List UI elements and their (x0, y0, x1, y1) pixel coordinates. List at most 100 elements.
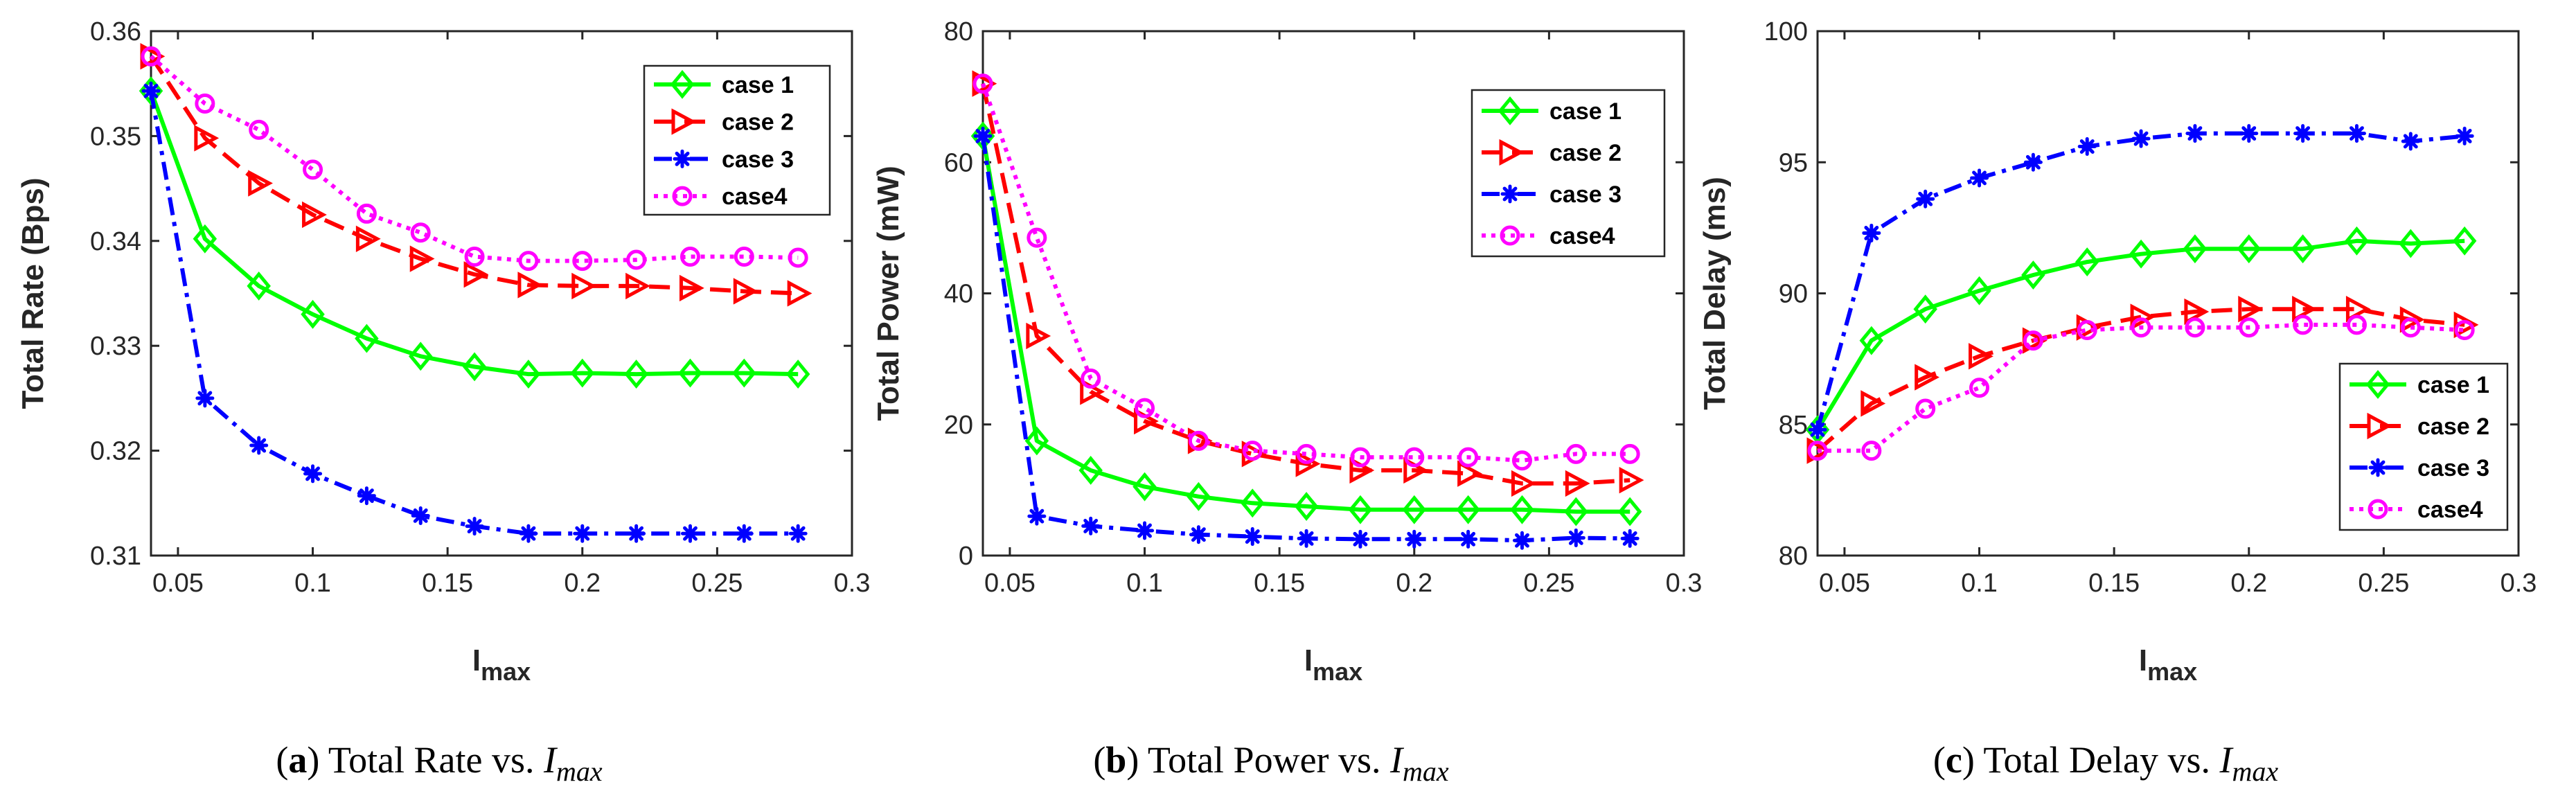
data-point (679, 274, 704, 302)
data-point (2184, 298, 2210, 326)
legend-marker (673, 149, 692, 168)
data-point (1405, 529, 1424, 549)
data-point (1348, 495, 1373, 524)
data-point (1242, 441, 1263, 461)
data-point (733, 278, 758, 305)
data-point (1862, 223, 1881, 242)
series-line (1815, 238, 2465, 431)
data-point (624, 360, 648, 389)
data-point (2293, 314, 2313, 335)
y-tick-label: 0.33 (90, 332, 141, 361)
data-point (2455, 126, 2474, 145)
x-tick-label: 0.15 (422, 569, 473, 598)
legend-label: case 2 (1549, 140, 1622, 166)
legend-label: case4 (722, 184, 788, 210)
legend: case 1 case 2 case 3 case4 (643, 64, 831, 216)
series-case-3 (973, 126, 1640, 550)
data-point (1511, 450, 1532, 471)
series-case-2 (1806, 296, 2479, 464)
data-point (1861, 441, 1882, 461)
y-tick-label: 60 (944, 148, 973, 177)
data-point (517, 272, 543, 299)
data-point (1859, 326, 1884, 355)
y-tick-label: 0.35 (90, 122, 141, 151)
y-tick-label: 80 (1779, 542, 1808, 571)
data-point (2346, 314, 2367, 335)
data-point (1081, 516, 1101, 535)
data-point (787, 280, 812, 307)
chart-panel-2: 0.05 0.1 0.15 0.2 0.25 0.3 0 20 40 60 80 Total Powe… (871, 17, 1702, 787)
legend-marker (670, 69, 695, 99)
y-tick-label: 85 (1779, 411, 1808, 440)
legend-marker (2365, 370, 2390, 399)
legend-marker (1499, 139, 1525, 166)
series-line (1818, 322, 2465, 453)
data-point (1458, 447, 1479, 468)
data-point (1969, 378, 1990, 398)
data-point (1350, 447, 1371, 468)
y-axis-label: Total Power (mW) (871, 166, 905, 420)
x-tick-label: 0.2 (564, 569, 601, 598)
data-point (573, 524, 592, 543)
data-point (2453, 311, 2479, 339)
data-point (1565, 443, 1586, 464)
legend-label: case4 (1549, 223, 1615, 249)
data-point (2452, 226, 2477, 256)
series-case-2 (140, 43, 812, 307)
x-tick-label: 0.15 (1254, 569, 1305, 598)
series-case-3 (1808, 124, 2474, 439)
data-point (1027, 506, 1047, 526)
data-point (516, 360, 541, 389)
series-line (149, 90, 799, 377)
data-point (2239, 317, 2259, 338)
y-tick-label: 95 (1779, 148, 1808, 177)
y-axis-label: Total Rate (Bps) (16, 177, 50, 409)
series-line (981, 135, 1631, 514)
x-tick-label: 0.2 (1396, 569, 1432, 598)
data-point (972, 73, 993, 94)
data-point (2238, 296, 2264, 323)
data-point (2129, 239, 2153, 269)
data-point (2399, 229, 2423, 258)
data-point (2023, 330, 2043, 351)
y-tick-label: 0.31 (90, 542, 141, 571)
x-tick-label: 0.3 (834, 569, 871, 598)
data-point (788, 524, 808, 543)
subfigure-caption: (a) Total Rate vs. Imax (276, 739, 603, 787)
legend-marker (2368, 458, 2388, 477)
y-tick-label: 80 (944, 17, 973, 46)
data-point (1404, 447, 1425, 468)
y-tick-label: 0.34 (90, 227, 141, 256)
data-point (1081, 369, 1101, 389)
data-point (462, 352, 487, 382)
data-point (973, 126, 993, 145)
legend-label: case 3 (722, 146, 794, 172)
y-tick-label: 40 (944, 280, 973, 309)
data-point (1564, 497, 1588, 526)
data-point (1620, 529, 1640, 548)
x-tick-label: 0.2 (2230, 569, 2267, 598)
data-point (2131, 129, 2151, 148)
legend-label: case 1 (2417, 372, 2489, 398)
x-tick-label: 0.25 (2358, 569, 2409, 598)
data-point (1457, 460, 1482, 487)
legend-label: case 3 (2417, 455, 2489, 481)
x-tick-label: 0.3 (1666, 569, 1703, 598)
data-point (1187, 481, 1211, 511)
data-point (1078, 456, 1103, 485)
data-point (1351, 529, 1370, 549)
data-point (1297, 529, 1316, 548)
legend-marker (1500, 225, 1520, 246)
x-tick-label: 0.05 (152, 569, 204, 598)
data-point (355, 225, 381, 252)
data-point (2239, 124, 2259, 143)
data-point (2021, 260, 2045, 290)
data-point (626, 249, 647, 270)
chart-panel-3: 0.05 0.1 0.15 0.2 0.25 0.3 80 85 90 95 100 Total De… (1698, 17, 2537, 787)
data-point (1617, 497, 1642, 526)
data-point (1243, 527, 1262, 547)
data-point (2345, 226, 2369, 256)
legend: case 1 case 2 case 3 case4 (2338, 362, 2509, 531)
x-axis-label: Imax (2139, 644, 2197, 686)
